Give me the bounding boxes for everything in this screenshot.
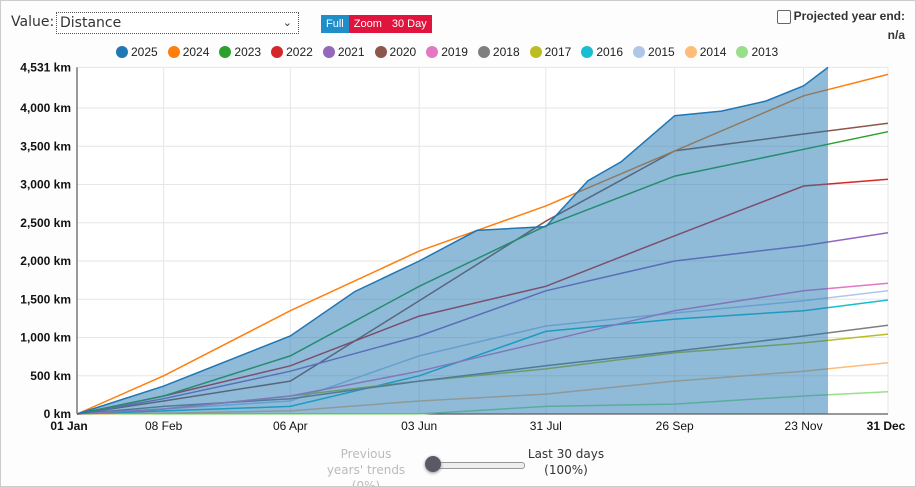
- legend: 2025 2024 2023 2022 2021 2020 2019 2018 2017 2016…: [116, 45, 778, 59]
- legend-label: 2023: [234, 45, 262, 59]
- y-tick-label: 1,500 km: [20, 292, 71, 306]
- legend-dot: [581, 46, 594, 58]
- value-label: Value:: [11, 14, 55, 30]
- x-tick-label: 31 Jul: [530, 419, 562, 433]
- legend-label: 2021: [337, 45, 365, 59]
- range-buttons: Full Zoom 30 Day: [321, 15, 432, 33]
- legend-label: 2025: [131, 45, 158, 59]
- y-tick-label: 4,531 km: [20, 60, 71, 74]
- legend-item-2025[interactable]: 2025: [116, 45, 158, 59]
- x-tick-label: 01 Jan: [50, 419, 87, 433]
- legend-dot: [116, 46, 128, 58]
- chart: 0 km 500 km 1,000 km 1,500 km 2,000 km 2,500 …: [20, 60, 906, 433]
- slider-knob[interactable]: [425, 456, 441, 472]
- series-area-2025: [77, 67, 829, 415]
- legend-item-2021[interactable]: 2021: [322, 45, 365, 59]
- legend-dot: [426, 46, 439, 58]
- legend-label: 2016: [596, 45, 624, 59]
- legend-item-2017[interactable]: 2017: [529, 45, 572, 59]
- y-tick-label: 2,500 km: [20, 216, 71, 230]
- x-tick-label: 23 Nov: [785, 419, 823, 433]
- legend-label: 2024: [182, 45, 210, 59]
- slider-track[interactable]: [433, 462, 525, 469]
- y-tick-label: 3,000 km: [20, 178, 71, 192]
- x-tick-label: 08 Feb: [145, 419, 183, 433]
- legend-dot: [736, 46, 749, 58]
- legend-label: 2013: [751, 45, 779, 59]
- legend-item-2015[interactable]: 2015: [633, 45, 675, 59]
- legend-dot: [529, 46, 542, 58]
- value-select[interactable]: Distance ⌄: [56, 12, 299, 34]
- projected-checkbox[interactable]: [776, 9, 791, 24]
- projected-label: Projected year end:: [793, 9, 905, 23]
- projected-year-end: Projected year end: n/a: [776, 9, 905, 46]
- legend-label: 2022: [286, 45, 313, 59]
- legend-label: 2020: [389, 45, 417, 59]
- legend-label: 2015: [648, 45, 675, 59]
- y-tick-label: 1,000 km: [20, 331, 71, 345]
- zoom-button[interactable]: Zoom: [348, 15, 387, 33]
- full-button[interactable]: Full: [321, 15, 349, 33]
- legend-item-2018[interactable]: 2018: [477, 45, 520, 59]
- legend-item-2014[interactable]: 2014: [684, 45, 727, 59]
- slider-left-label: Previous years' trends (0%): [326, 447, 406, 487]
- legend-dot: [684, 46, 697, 58]
- trend-slider: Previous years' trends (0%) Last 30 days…: [321, 446, 621, 486]
- legend-item-2016[interactable]: 2016: [581, 45, 623, 59]
- x-tick-label: 06 Apr: [273, 419, 308, 433]
- y-tick-label: 500 km: [30, 369, 71, 383]
- legend-dot: [271, 46, 284, 58]
- legend-label: 2014: [699, 45, 727, 59]
- legend-dot: [477, 46, 490, 58]
- value-selected: Distance: [60, 15, 122, 31]
- legend-item-2022[interactable]: 2022: [271, 45, 313, 59]
- y-tick-label: 4,000 km: [20, 101, 71, 115]
- y-tick-label: 3,500 km: [20, 139, 71, 153]
- x-tick-label: 26 Sep: [656, 419, 694, 433]
- legend-dot: [322, 46, 335, 58]
- 30-day-button[interactable]: 30 Day: [386, 15, 432, 33]
- x-tick-label: 03 Jun: [401, 419, 437, 433]
- legend-item-2024[interactable]: 2024: [167, 45, 210, 59]
- slider-right-label: Last 30 days (100%): [527, 447, 605, 477]
- chevron-down-icon: ⌄: [282, 16, 292, 29]
- legend-item-2023[interactable]: 2023: [219, 45, 261, 59]
- legend-item-2020[interactable]: 2020: [374, 45, 417, 59]
- series-line-2025: [76, 66, 829, 415]
- x-tick-label: 31 Dec: [867, 419, 906, 433]
- legend-dot: [167, 46, 180, 58]
- legend-dot: [374, 46, 387, 58]
- legend-item-2019[interactable]: 2019: [426, 45, 468, 59]
- legend-label: 2018: [492, 45, 520, 59]
- legend-label: 2017: [544, 45, 572, 59]
- legend-label: 2019: [441, 45, 468, 59]
- y-tick-label: 0 km: [44, 407, 71, 421]
- y-tick-label: 2,000 km: [20, 254, 71, 268]
- legend-dot: [633, 46, 646, 58]
- legend-item-2013[interactable]: 2013: [736, 45, 778, 59]
- legend-dot: [219, 46, 232, 58]
- projected-value: n/a: [887, 27, 905, 42]
